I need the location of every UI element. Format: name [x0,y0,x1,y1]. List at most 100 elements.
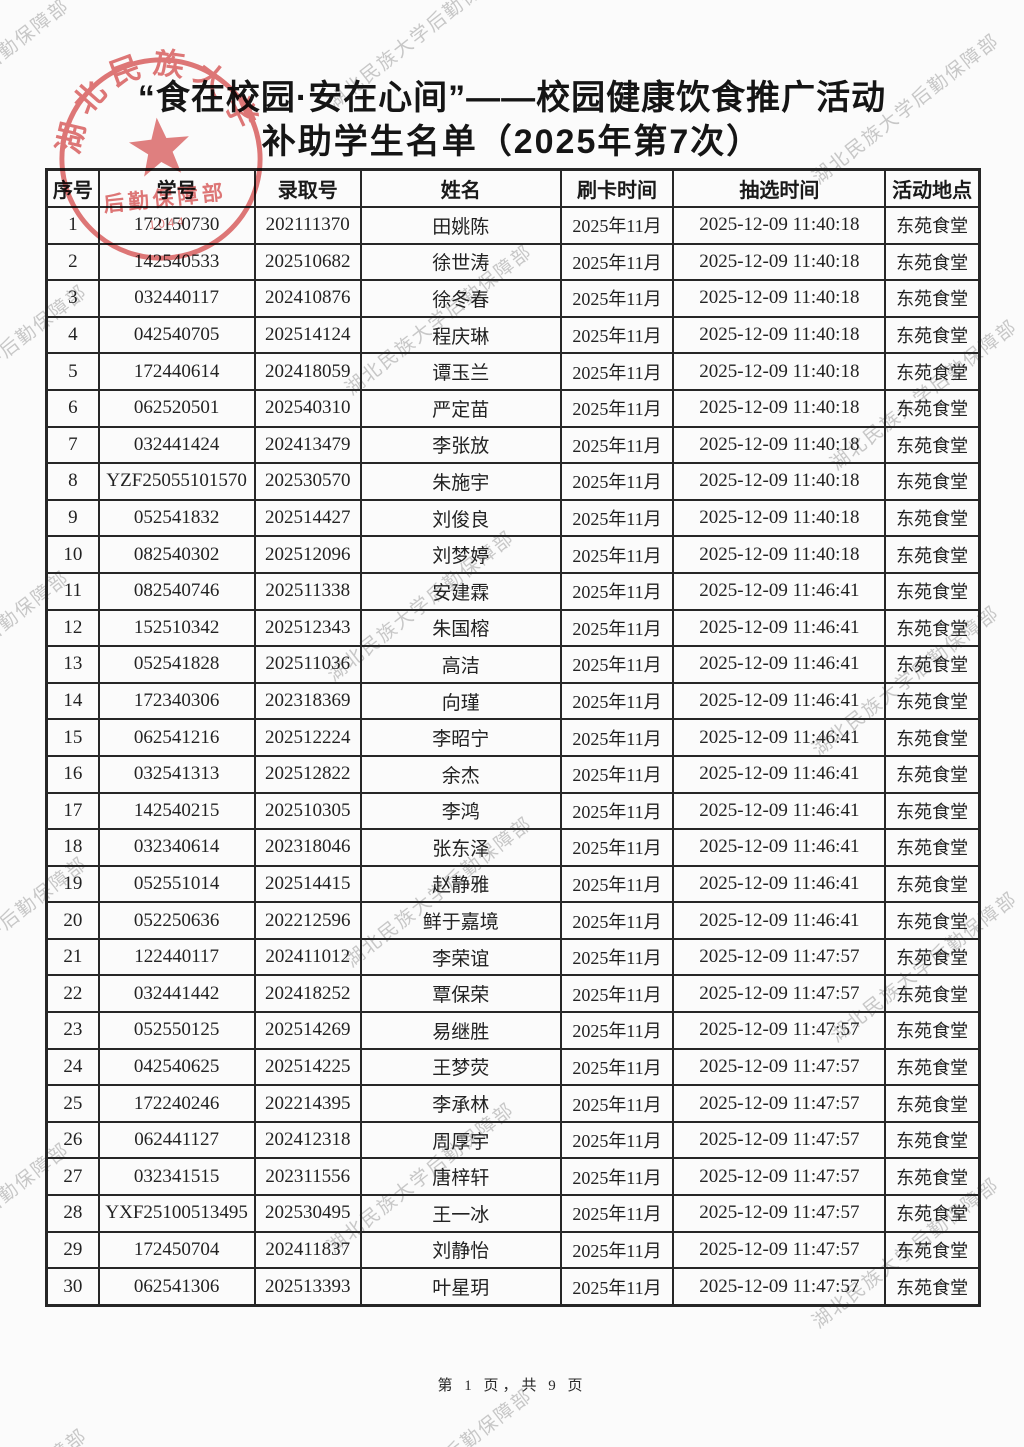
table-cell: 东苑食堂 [884,901,981,940]
table-row: 30 062541306 202513393 叶星玥 2025年11月 2025-12-0… [45,1267,981,1307]
table-cell: 东苑食堂 [884,828,981,867]
table-cell: 2025年11月 [559,1194,675,1233]
table-cell: 27 [45,1157,100,1197]
table-row: 21 122440117 202411012 李荣谊 2025年11月 2025-12-0… [45,937,981,977]
table-cell: 朱国榕 [359,608,562,648]
table-cell: 2025-12-09 11:47:57 [672,1084,887,1123]
table-cell: 东苑食堂 [884,718,981,757]
table-cell: 2025-12-09 11:46:41 [672,608,887,648]
table-cell: 032441442 [97,974,256,1014]
table-cell: 李昭宁 [359,718,562,757]
table-cell: 20 [45,901,100,940]
table-body: 1 172150730 202111370 田姚陈 2025年11月 2025-12-09… [45,206,981,1307]
table-cell: 2025-12-09 11:46:41 [672,754,887,794]
table-row: 2 142540533 202510682 徐世涛 2025年11月 2025-12-09… [45,242,981,282]
table-cell: 李张放 [359,425,562,465]
table-cell: 202512096 [253,535,362,574]
table-cell: 2025年11月 [559,315,675,355]
table-cell: 26 [45,1120,100,1160]
table-cell: 202318369 [253,681,362,721]
table-cell: 16 [45,754,100,794]
table-cell: 202311556 [253,1157,362,1197]
table-cell: 032340614 [97,828,256,867]
table-cell: 032441424 [97,425,256,465]
table-row: 8 YZF25055101570 202530570 朱施宇 2025年11月 2025-… [45,462,981,501]
table-cell: 9 [45,498,100,538]
table-cell: 2025年11月 [559,279,675,318]
table-cell: 余杰 [359,754,562,794]
table-cell: 19 [45,864,100,904]
column-header: 活动地点 [884,168,981,208]
table-cell: 22 [45,974,100,1014]
table-cell: 202410876 [253,279,362,318]
table-cell: 062541306 [97,1267,256,1307]
table-cell: 032440117 [97,279,256,318]
table-cell: 202512343 [253,608,362,648]
table-cell: 29 [45,1230,100,1270]
table-cell: 叶星玥 [359,1267,562,1307]
table-cell: 2025年11月 [559,974,675,1014]
table-cell: 刘静怡 [359,1230,562,1270]
table-cell: 2025年11月 [559,791,675,831]
table-cell: 28 [45,1194,100,1233]
table-cell: 052551014 [97,864,256,904]
table-cell: 2025-12-09 11:40:18 [672,498,887,538]
table-cell: 2025年11月 [559,937,675,977]
table-cell: 17 [45,791,100,831]
table-cell: 东苑食堂 [884,425,981,465]
table-row: 15 062541216 202512224 李昭宁 2025年11月 2025-12-0… [45,718,981,757]
table-cell: 2025年11月 [559,1230,675,1270]
table-row: 27 032341515 202311556 唐梓轩 2025年11月 2025-12-0… [45,1157,981,1197]
table-cell: 东苑食堂 [884,974,981,1014]
table-row: 4 042540705 202514124 程庆琳 2025年11月 2025-12-09… [45,315,981,355]
column-header: 姓名 [359,168,562,208]
table-row: 16 032541313 202512822 余杰 2025年11月 2025-12-09… [45,754,981,794]
table-cell: 10 [45,535,100,574]
table-cell: 202514427 [253,498,362,538]
table-cell: 2025年11月 [559,425,675,465]
table-cell: 2025-12-09 11:40:18 [672,279,887,318]
table-cell: 202514269 [253,1011,362,1050]
table-cell: 东苑食堂 [884,608,981,648]
table-cell: 东苑食堂 [884,1230,981,1270]
table-cell: 142540215 [97,791,256,831]
table-row: 6 062520501 202540310 严定苗 2025年11月 2025-12-09… [45,388,981,428]
table-cell: 2025-12-09 11:40:18 [672,535,887,574]
table-cell: 23 [45,1011,100,1050]
table-cell: 徐世涛 [359,242,562,282]
table-cell: 鲜于嘉境 [359,901,562,940]
table-cell: 202540310 [253,388,362,428]
table-cell: 062441127 [97,1120,256,1160]
table-cell: 2025-12-09 11:46:41 [672,681,887,721]
table-cell: 覃保荣 [359,974,562,1014]
table-cell: 严定苗 [359,388,562,428]
table-cell: 202530495 [253,1194,362,1233]
table-cell: 2025年11月 [559,352,675,391]
table-cell: YXF25100513495 [97,1194,256,1233]
table-cell: 14 [45,681,100,721]
table-row: 17 142540215 202510305 李鸿 2025年11月 2025-12-09… [45,791,981,831]
table-cell: 202514415 [253,864,362,904]
table-row: 28 YXF25100513495 202530495 王一冰 2025年11月 2025… [45,1194,981,1233]
table-cell: 2025-12-09 11:46:41 [672,791,887,831]
table-cell: 202411837 [253,1230,362,1270]
table-cell: 刘俊良 [359,498,562,538]
table-cell: 30 [45,1267,100,1307]
table-cell: 062541216 [97,718,256,757]
table-cell: 202111370 [253,206,362,245]
table-cell: 052550125 [97,1011,256,1050]
table-cell: 202411012 [253,937,362,977]
table-cell: 6 [45,388,100,428]
table-cell: 王梦荧 [359,1047,562,1087]
table-cell: 042540625 [97,1047,256,1087]
table-cell: 2025-12-09 11:40:18 [672,242,887,282]
table-cell: 2025-12-09 11:47:57 [672,1267,887,1307]
table-cell: 2025年11月 [559,608,675,648]
table-cell: 东苑食堂 [884,1267,981,1307]
table-cell: 21 [45,937,100,977]
table-row: 24 042540625 202514225 王梦荧 2025年11月 2025-12-0… [45,1047,981,1087]
table-cell: 032341515 [97,1157,256,1197]
table-cell: 202318046 [253,828,362,867]
table-cell: 4 [45,315,100,355]
table-cell: 易继胜 [359,1011,562,1050]
